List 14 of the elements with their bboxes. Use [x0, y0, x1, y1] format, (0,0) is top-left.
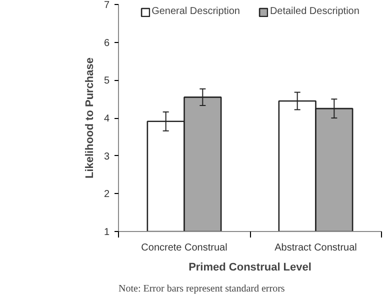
- y-axis-title: Likelihood to Purchase: [84, 57, 96, 179]
- y-tick-label: 4: [104, 114, 110, 124]
- y-tick-label: 5: [104, 76, 110, 87]
- text: Note: Error bars represent standard errors: [118, 284, 285, 294]
- x-tick-label: Abstract Construal: [274, 242, 357, 254]
- y-tick-label: 3: [104, 151, 110, 162]
- x-axis-title: Primed Construal Level: [188, 262, 312, 274]
- y-tick-label: 1: [104, 227, 110, 238]
- y-tick-label: 6: [104, 38, 110, 49]
- legend-label: General Description: [152, 6, 240, 17]
- legend-label: Detailed Description: [270, 6, 360, 17]
- x-tick-label: Concrete Construal: [141, 242, 228, 254]
- y-tick-label: 7: [104, 0, 110, 11]
- y-tick-label: 2: [104, 189, 110, 200]
